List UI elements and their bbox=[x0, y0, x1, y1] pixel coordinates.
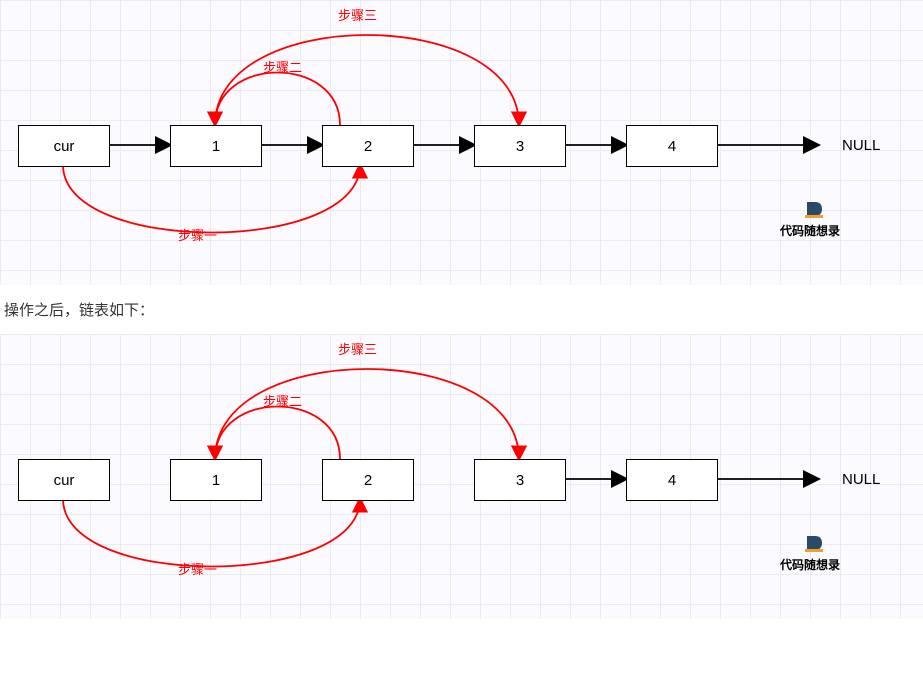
diagram-before: 步骤一步骤二步骤三 cur1234NULL代码随想录 bbox=[0, 0, 923, 285]
node-n2: 2 bbox=[322, 125, 414, 167]
watermark-d-icon bbox=[805, 534, 827, 559]
node-n4: 4 bbox=[626, 459, 718, 501]
null-label: NULL bbox=[842, 137, 880, 154]
step-label-1: 步骤一 bbox=[178, 228, 217, 243]
caption-after: 操作之后，链表如下： bbox=[0, 285, 923, 334]
step-arrow-2 bbox=[215, 407, 340, 460]
step-label-1: 步骤一 bbox=[178, 562, 217, 577]
node-n1: 1 bbox=[170, 459, 262, 501]
node-n1: 1 bbox=[170, 125, 262, 167]
diagram-after-svg: 步骤一 步骤二 步骤三 bbox=[0, 334, 923, 619]
diagram-after: 步骤一步骤二步骤三 cur1234NULL代码随想录 bbox=[0, 334, 923, 619]
step-label-3: 步骤三 bbox=[338, 8, 377, 23]
step-label-2: 步骤二 bbox=[263, 394, 302, 409]
watermark-d-icon bbox=[805, 200, 827, 225]
step-arrow-2 bbox=[215, 73, 340, 126]
node-n4: 4 bbox=[626, 125, 718, 167]
node-n3: 3 bbox=[474, 459, 566, 501]
step-label-3: 步骤三 bbox=[338, 342, 377, 357]
node-cur: cur bbox=[18, 125, 110, 167]
node-n3: 3 bbox=[474, 125, 566, 167]
null-label: NULL bbox=[842, 471, 880, 488]
step-arrow-3 bbox=[215, 35, 519, 125]
step-arrow-3 bbox=[215, 369, 519, 459]
step-arrow-1 bbox=[63, 499, 360, 567]
step-arrow-1 bbox=[63, 165, 360, 233]
node-n2: 2 bbox=[322, 459, 414, 501]
step-label-2: 步骤二 bbox=[263, 60, 302, 75]
diagram-before-svg: 步骤一 步骤二 步骤三 bbox=[0, 0, 923, 285]
node-cur: cur bbox=[18, 459, 110, 501]
